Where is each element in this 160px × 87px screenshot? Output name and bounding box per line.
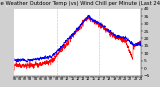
Text: 07: 07	[49, 77, 53, 81]
Text: 10: 10	[65, 77, 69, 81]
Text: 13: 13	[81, 77, 85, 81]
Text: 03: 03	[28, 77, 32, 81]
Text: 00: 00	[12, 77, 16, 81]
Text: 02: 02	[23, 77, 27, 81]
Text: 11: 11	[70, 77, 74, 81]
Text: 08: 08	[54, 77, 59, 81]
Text: 17: 17	[102, 77, 106, 81]
Text: 12: 12	[76, 77, 80, 81]
Text: 06: 06	[44, 77, 48, 81]
Text: 22: 22	[128, 77, 132, 81]
Text: 04: 04	[33, 77, 38, 81]
Text: 21: 21	[123, 77, 127, 81]
Text: 14: 14	[86, 77, 90, 81]
Text: L: L	[6, 4, 8, 8]
Text: 20: 20	[118, 77, 122, 81]
Text: 16: 16	[96, 77, 101, 81]
Text: 09: 09	[60, 77, 64, 81]
Text: 05: 05	[39, 77, 43, 81]
Text: 24: 24	[139, 77, 143, 81]
Text: 18: 18	[107, 77, 111, 81]
Text: 15: 15	[91, 77, 96, 81]
Text: 01: 01	[18, 77, 22, 81]
Text: Milwaukee Weather Outdoor Temp (vs) Wind Chill per Minute (Last 24 Hours): Milwaukee Weather Outdoor Temp (vs) Wind…	[0, 1, 160, 6]
Text: 19: 19	[112, 77, 117, 81]
Text: 23: 23	[133, 77, 138, 81]
